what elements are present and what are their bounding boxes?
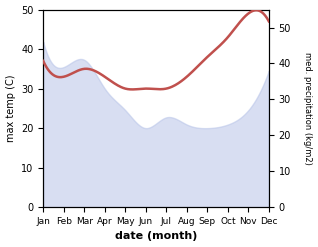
Y-axis label: max temp (C): max temp (C)	[5, 75, 16, 142]
X-axis label: date (month): date (month)	[115, 231, 197, 242]
Y-axis label: med. precipitation (kg/m2): med. precipitation (kg/m2)	[303, 52, 313, 165]
